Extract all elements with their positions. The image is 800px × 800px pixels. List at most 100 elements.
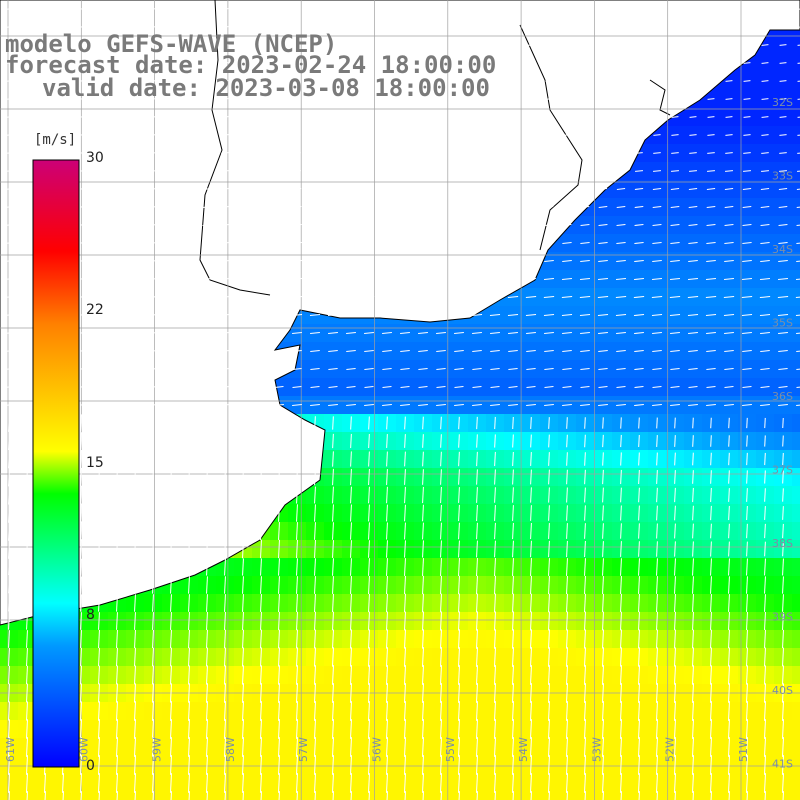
- wind-arrow: [350, 451, 352, 467]
- wind-arrow: [293, 170, 301, 172]
- wind-arrow: [151, 755, 155, 775]
- wind-arrow: [778, 241, 788, 245]
- wind-arrow: [779, 152, 787, 154]
- wind-arrow: [525, 313, 537, 317]
- wind-arrow: [349, 701, 353, 721]
- wind-arrow: [221, 98, 229, 100]
- wind-arrow: [620, 487, 622, 503]
- wind-arrow: [4, 188, 14, 190]
- wind-arrow: [725, 62, 733, 64]
- wind-arrow: [5, 134, 13, 136]
- wind-arrow: [80, 665, 82, 685]
- wind-cell: [792, 54, 800, 72]
- wind-cell: [792, 342, 800, 360]
- wind-arrow: [311, 62, 319, 64]
- wind-arrow: [167, 26, 175, 28]
- wind-arrow: [728, 541, 730, 557]
- wind-arrow: [422, 486, 424, 504]
- wind-arrow: [383, 44, 391, 46]
- wind-arrow: [601, 701, 605, 721]
- wind-arrow: [418, 259, 428, 263]
- wind-arrow: [422, 791, 425, 800]
- wind-arrow: [796, 242, 800, 245]
- wind-arrow: [365, 44, 373, 46]
- wind-arrow: [404, 611, 406, 631]
- latitude-label: 41S: [772, 758, 793, 771]
- wind-arrow: [455, 152, 463, 154]
- wind-arrow: [296, 791, 299, 800]
- wind-arrow: [115, 755, 119, 775]
- wind-arrow: [691, 683, 695, 703]
- wind-arrow: [313, 665, 317, 685]
- wind-arrow: [746, 629, 748, 649]
- wind-arrow: [77, 80, 85, 82]
- wind-arrow: [238, 259, 248, 263]
- wind-arrow: [635, 80, 643, 82]
- wind-arrow: [291, 295, 303, 299]
- wind-arrow: [779, 44, 787, 46]
- wind-arrow: [458, 416, 460, 430]
- wind-arrow: [566, 505, 568, 521]
- wind-arrow: [584, 523, 586, 539]
- wind-arrow: [597, 295, 609, 299]
- wind-arrow: [368, 575, 370, 595]
- wind-arrow: [327, 277, 339, 281]
- wind-arrow: [455, 44, 463, 46]
- latitude-label: 37S: [772, 464, 793, 477]
- wind-arrow: [8, 683, 10, 703]
- wind-arrow: [638, 523, 640, 539]
- wind-arrow: [296, 416, 298, 430]
- wind-arrow: [512, 540, 514, 558]
- wind-arrow: [147, 331, 159, 335]
- wind-arrow: [616, 403, 626, 407]
- wind-arrow: [206, 629, 208, 649]
- wind-arrow: [530, 593, 532, 613]
- wind-arrow: [185, 98, 193, 100]
- wind-arrow: [782, 647, 784, 667]
- wind-arrow: [206, 558, 208, 576]
- wind-arrow: [260, 629, 262, 649]
- wind-arrow: [764, 452, 766, 466]
- wind-arrow: [742, 403, 752, 407]
- wind-arrow: [634, 259, 644, 263]
- wind-arrow: [147, 367, 159, 371]
- wind-arrow: [223, 737, 227, 757]
- wind-arrow: [165, 349, 177, 353]
- wind-arrow: [454, 206, 464, 208]
- wind-arrow: [764, 470, 766, 484]
- wind-arrow: [21, 313, 33, 317]
- wind-arrow: [256, 403, 266, 407]
- wind-arrow: [346, 241, 356, 245]
- wind-arrow: [350, 611, 352, 631]
- wind-arrow: [472, 259, 482, 263]
- wind-arrow: [494, 593, 496, 613]
- wind-arrow: [671, 134, 679, 136]
- wind-arrow: [79, 701, 83, 721]
- wind-arrow: [724, 224, 734, 226]
- wind-arrow: [277, 737, 281, 757]
- wind-arrow: [188, 647, 190, 667]
- wind-arrow: [147, 295, 159, 299]
- wind-arrow: [525, 277, 537, 281]
- wind-arrow: [795, 278, 800, 281]
- wind-arrow: [201, 367, 213, 371]
- wind-arrow: [310, 349, 320, 353]
- wind-arrow: [278, 433, 280, 449]
- wind-arrow: [529, 755, 533, 775]
- wind-arrow: [401, 98, 409, 100]
- wind-arrow: [363, 313, 375, 317]
- wind-arrow: [292, 188, 302, 190]
- wind-arrow: [543, 277, 555, 281]
- wind-arrow: [710, 417, 712, 429]
- longitude-label: 53W: [590, 737, 603, 762]
- wind-arrow: [112, 188, 122, 190]
- wind-arrow: [331, 737, 335, 757]
- wind-arrow: [637, 719, 641, 739]
- wind-arrow: [687, 295, 699, 299]
- wind-arrow: [669, 313, 681, 317]
- wind-arrow: [724, 188, 734, 190]
- wind-arrow: [530, 417, 532, 429]
- longitude-label: 54W: [517, 737, 530, 762]
- wind-arrow: [764, 435, 766, 447]
